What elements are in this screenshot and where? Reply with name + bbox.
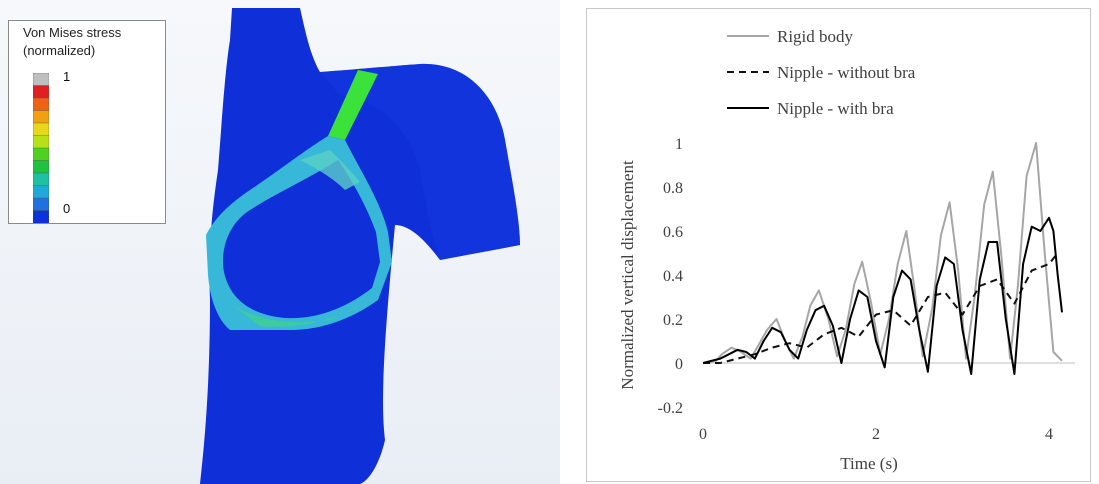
x-tick-label: 4 [1045, 426, 1053, 443]
legend-swatch [33, 160, 49, 174]
legend-swatch [33, 97, 49, 112]
y-tick-label: 0.2 [663, 312, 683, 329]
legend-color-scale [33, 73, 49, 223]
y-tick-label: 0 [675, 356, 683, 373]
series-line-0 [702, 142, 1063, 364]
legend-label-2: Nipple - with bra [777, 99, 894, 118]
legend-title-line2: (normalized) [23, 43, 96, 58]
y-tick-label: -0.2 [658, 400, 683, 417]
legend-swatch [33, 172, 49, 187]
series-line-2 [702, 216, 1063, 375]
legend-label-0: Rigid body [777, 27, 854, 46]
legend-swatch [33, 197, 49, 212]
bra-cup [206, 136, 392, 330]
bra-strap [328, 70, 378, 140]
legend-swatch [33, 85, 49, 99]
x-tick-label: 2 [872, 426, 880, 443]
legend-max-label: 1 [63, 69, 71, 84]
stress-legend: Von Mises stress (normalized) 1 0 [8, 20, 166, 224]
legend-swatch [33, 147, 49, 162]
y-tick-label: 1 [675, 136, 683, 153]
legend-swatch [33, 122, 49, 137]
legend-title-line1: Von Mises stress [23, 25, 122, 40]
legend-title: Von Mises stress (normalized) [23, 24, 121, 60]
legend-swatch [33, 185, 49, 199]
legend-min-label: 0 [63, 201, 71, 216]
chart-panel: Rigid body Nipple - without bra Nipple - w… [586, 8, 1091, 482]
legend-swatch [33, 110, 49, 124]
series-line-1 [703, 252, 1059, 364]
y-tick-label: 0.6 [663, 224, 683, 241]
legend-swatch [33, 210, 49, 223]
x-tick-label: 0 [699, 426, 707, 443]
mannequin-stress-render [200, 8, 520, 484]
chart-axes: -0.2 0 0.2 0.4 0.6 0.8 1 0 2 4 Time (s) Normalized … [618, 136, 1075, 473]
chart-legend: Rigid body Nipple - without bra Nipple - w… [727, 27, 916, 118]
chart-series [702, 142, 1063, 375]
x-axis-label: Time (s) [840, 454, 897, 473]
legend-swatch [33, 135, 49, 149]
y-tick-label: 0.8 [663, 180, 683, 197]
legend-label-1: Nipple - without bra [777, 63, 916, 82]
simulation-panel: Von Mises stress (normalized) 1 0 [0, 0, 560, 484]
y-tick-label: 0.4 [663, 268, 683, 285]
displacement-chart: Rigid body Nipple - without bra Nipple - w… [618, 27, 1075, 473]
y-axis-label: Normalized vertical displacement [618, 160, 637, 390]
legend-swatch [33, 73, 49, 87]
